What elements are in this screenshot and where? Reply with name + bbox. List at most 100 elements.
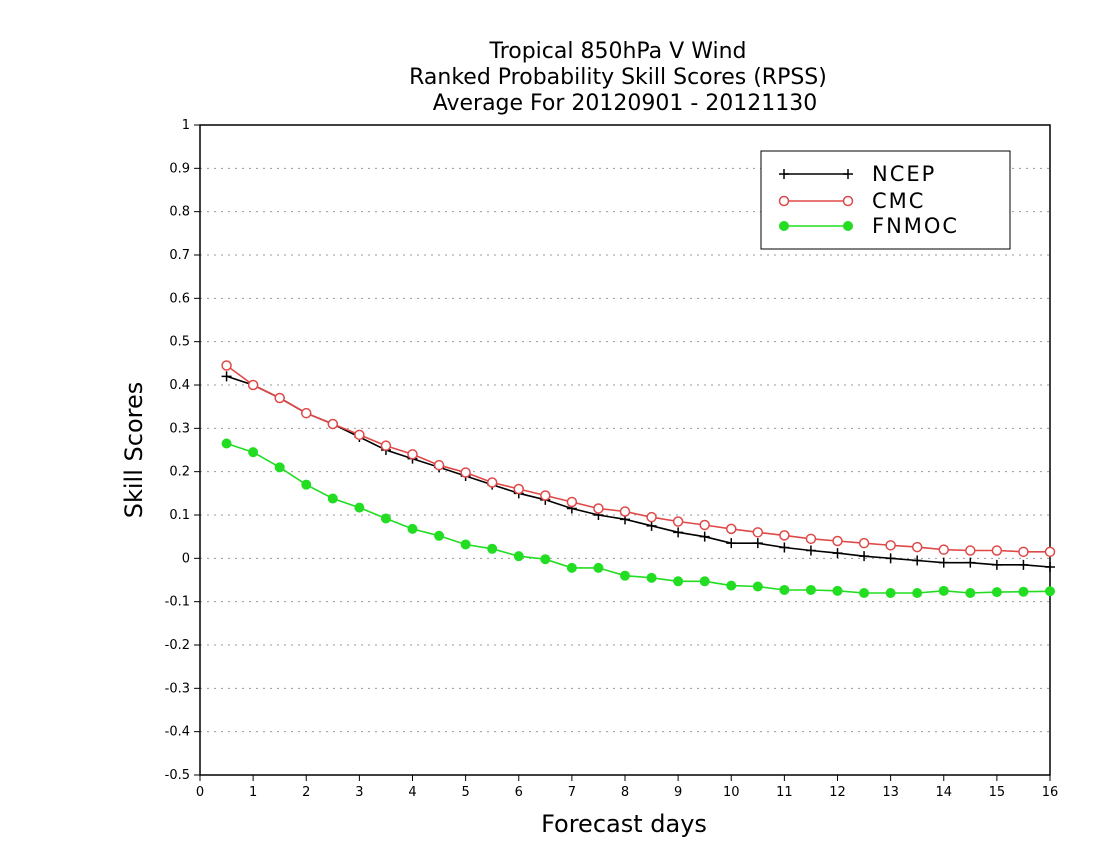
- series-line-fnmoc: [226, 442, 1051, 594]
- data-point-cmc: [380, 440, 392, 451]
- data-point-fnmoc: [221, 438, 232, 449]
- data-point-fnmoc: [407, 523, 418, 534]
- y-tick-label: 0.3: [169, 421, 190, 436]
- data-point-ncep: [832, 548, 843, 559]
- data-point-cmc: [699, 519, 710, 531]
- legend-entry-cmc: CMC: [778, 189, 925, 213]
- data-point-cmc: [460, 467, 471, 478]
- data-point-ncep: [673, 527, 684, 538]
- data-point-fnmoc: [779, 584, 790, 595]
- data-point-fnmoc: [646, 572, 657, 583]
- data-point-fnmoc: [832, 585, 843, 596]
- data-point-cmc: [247, 379, 259, 391]
- x-axis-label: Forecast days: [541, 810, 707, 838]
- data-point-fnmoc: [274, 462, 285, 473]
- y-tick-label: 1: [182, 118, 190, 133]
- x-tick-label: 15: [989, 785, 1006, 800]
- x-tick-label: 5: [461, 785, 469, 800]
- legend-entry-ncep: NCEP: [779, 162, 936, 186]
- data-point-ncep: [885, 553, 896, 564]
- data-point-fnmoc: [673, 576, 684, 587]
- data-point-cmc: [832, 535, 843, 547]
- legend-entry-fnmoc: FNMOC: [779, 214, 957, 238]
- data-point-ncep: [752, 538, 763, 549]
- series-line-ncep: [226, 375, 1051, 568]
- series-group: [221, 360, 1056, 598]
- x-tick-label: 2: [302, 785, 310, 800]
- x-tick-label: 3: [355, 785, 363, 800]
- legend-marker-ncep: [843, 169, 853, 179]
- data-point-cmc: [991, 545, 1003, 556]
- x-tick-label: 4: [408, 785, 416, 800]
- data-point-ncep: [965, 557, 976, 568]
- legend-marker-cmc: [778, 195, 790, 207]
- data-point-cmc: [407, 449, 418, 460]
- y-tick-label: 0.6: [169, 291, 190, 306]
- title-line-1: Tropical 850hPa V Wind: [488, 39, 746, 64]
- grid-lines: [200, 167, 1050, 733]
- data-point-ncep: [646, 520, 657, 531]
- data-point-fnmoc: [513, 551, 524, 562]
- data-point-fnmoc: [487, 543, 498, 554]
- y-tick-label: 0.9: [169, 161, 190, 176]
- data-point-cmc: [752, 527, 764, 538]
- data-point-fnmoc: [354, 502, 365, 513]
- data-point-fnmoc: [859, 588, 870, 598]
- data-point-fnmoc: [752, 581, 763, 592]
- data-point-cmc: [646, 511, 657, 523]
- y-axis-label: Skill Scores: [120, 382, 148, 519]
- data-point-cmc: [911, 541, 923, 553]
- title-line-3: Average For 20120901 - 20121130: [433, 91, 818, 116]
- x-tick-label: 13: [882, 785, 899, 800]
- y-tick-label: 0.2: [169, 465, 190, 480]
- x-axis: 0 1 2 3 4 5 6 7 8 9 10 11 12 13 14 15 16: [196, 775, 1058, 800]
- data-point-ncep: [859, 551, 870, 562]
- data-point-ncep: [1045, 562, 1055, 572]
- data-point-fnmoc: [965, 588, 976, 598]
- x-tick-label: 9: [674, 785, 682, 800]
- data-point-cmc: [726, 523, 737, 535]
- data-point-cmc: [540, 490, 551, 501]
- data-point-cmc: [1044, 546, 1056, 558]
- y-tick-label: 0.4: [169, 378, 190, 393]
- data-point-fnmoc: [885, 588, 896, 598]
- series-line-cmc: [226, 364, 1050, 553]
- y-tick-label: -0.4: [165, 725, 190, 740]
- data-point-ncep: [991, 559, 1002, 570]
- data-point-cmc: [805, 533, 817, 545]
- y-tick-label: 0.1: [169, 508, 190, 523]
- data-point-cmc: [486, 477, 498, 488]
- title-line-2: Ranked Probability Skill Scores (RPSS): [409, 65, 827, 90]
- x-tick-label: 7: [568, 785, 576, 800]
- legend-label-cmc: CMC: [872, 189, 925, 213]
- y-axis: -0.5 -0.4 -0.3 -0.2 -0.1 0 0.1 0.2 0.3 0.4 0.5 0.6 0…: [165, 118, 200, 783]
- y-tick-label: -0.1: [165, 595, 190, 610]
- data-point-fnmoc: [327, 493, 338, 504]
- legend-marker-ncep: [779, 169, 789, 179]
- data-point-fnmoc: [593, 562, 604, 573]
- x-tick-label: 8: [621, 785, 629, 800]
- x-tick-label: 10: [723, 785, 740, 800]
- legend-label-ncep: NCEP: [872, 162, 936, 186]
- data-point-cmc: [965, 545, 976, 556]
- data-point-cmc: [354, 429, 365, 441]
- legend-box: [760, 150, 1011, 250]
- x-tick-label: 6: [515, 785, 523, 800]
- chart-title: Tropical 850hPa V Wind Ranked Probabilit…: [409, 39, 827, 116]
- data-point-ncep: [221, 371, 232, 382]
- data-point-cmc: [433, 459, 445, 471]
- data-point-cmc: [593, 503, 604, 514]
- y-tick-label: -0.5: [165, 768, 190, 783]
- data-point-cmc: [938, 544, 949, 555]
- x-tick-label: 12: [829, 785, 846, 800]
- data-point-cmc: [327, 418, 339, 430]
- data-point-fnmoc: [805, 584, 816, 595]
- data-point-fnmoc: [726, 580, 737, 591]
- data-point-fnmoc: [991, 587, 1002, 598]
- data-point-ncep: [912, 555, 923, 566]
- data-point-fnmoc: [620, 570, 630, 581]
- legend-marker-fnmoc: [779, 221, 789, 231]
- y-tick-label: 0.8: [169, 205, 190, 220]
